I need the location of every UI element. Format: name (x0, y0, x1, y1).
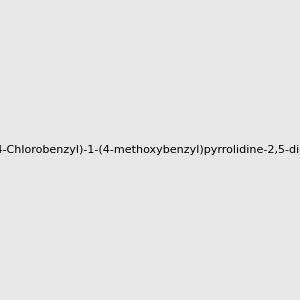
Text: 3-(4-Chlorobenzyl)-1-(4-methoxybenzyl)pyrrolidine-2,5-dione: 3-(4-Chlorobenzyl)-1-(4-methoxybenzyl)py… (0, 145, 300, 155)
